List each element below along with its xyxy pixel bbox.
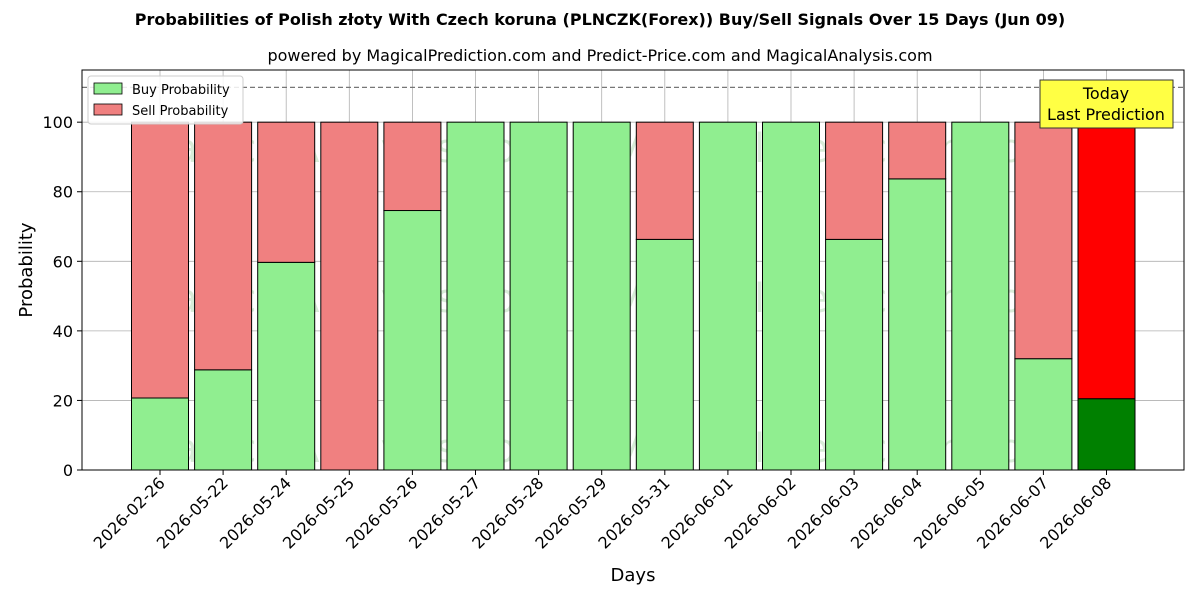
- buy-bar: [383, 210, 442, 471]
- x-axis-label: Days: [611, 565, 656, 586]
- sell-bar: [825, 121, 884, 240]
- legend-box: [87, 75, 244, 125]
- y-tick-label: 60: [53, 252, 73, 271]
- legend-label: Buy Probability: [132, 83, 230, 98]
- legend-label: Sell Probability: [132, 104, 229, 119]
- y-tick-label: 20: [53, 391, 73, 410]
- buy-bar: [572, 121, 631, 471]
- sell-bar: [131, 121, 189, 399]
- annotation-box: [1039, 79, 1174, 129]
- buy-bar: [446, 121, 505, 471]
- buy-bar: [194, 369, 253, 471]
- legend-swatch: [93, 103, 123, 116]
- buy-bar: [698, 121, 757, 471]
- annotation-line-1: Today: [1082, 84, 1129, 103]
- buy-bar: [762, 121, 820, 471]
- legend: Buy Probability Sell Probability: [87, 75, 244, 125]
- y-tick-label: 80: [53, 183, 73, 202]
- plot-frame: [81, 69, 1185, 471]
- sell-bar: [383, 121, 442, 212]
- buy-bar: [825, 238, 884, 471]
- buy-bar: [1014, 358, 1073, 471]
- sell-bar: [635, 121, 694, 240]
- bar-layer: [131, 121, 1136, 471]
- sell-bar: [1077, 121, 1136, 400]
- legend-swatch: [93, 82, 123, 95]
- buy-bar: [888, 178, 947, 471]
- chart-title: Probabilities of Polish złoty With Czech…: [134, 10, 1066, 29]
- buy-bar: [257, 261, 316, 471]
- buy-bar: [635, 238, 694, 471]
- sell-bar: [888, 121, 947, 180]
- chart-subtitle: powered by MagicalPrediction.com and Pre…: [267, 46, 933, 65]
- y-tick-label: 0: [63, 461, 73, 480]
- buy-bar: [951, 121, 1010, 471]
- y-axis-label: Probability: [16, 222, 37, 317]
- buy-bar: [1077, 398, 1136, 471]
- sell-bar: [1014, 121, 1073, 360]
- y-tick-label: 40: [53, 322, 73, 341]
- buy-bar: [509, 121, 568, 471]
- annotation: Today Last Prediction: [1039, 79, 1174, 129]
- y-tick-label: 100: [42, 113, 73, 132]
- sell-bar: [194, 121, 253, 371]
- buy-bar: [131, 397, 189, 471]
- sell-bar: [257, 121, 316, 263]
- sell-bar: [320, 121, 379, 471]
- annotation-line-2: Last Prediction: [1047, 105, 1165, 124]
